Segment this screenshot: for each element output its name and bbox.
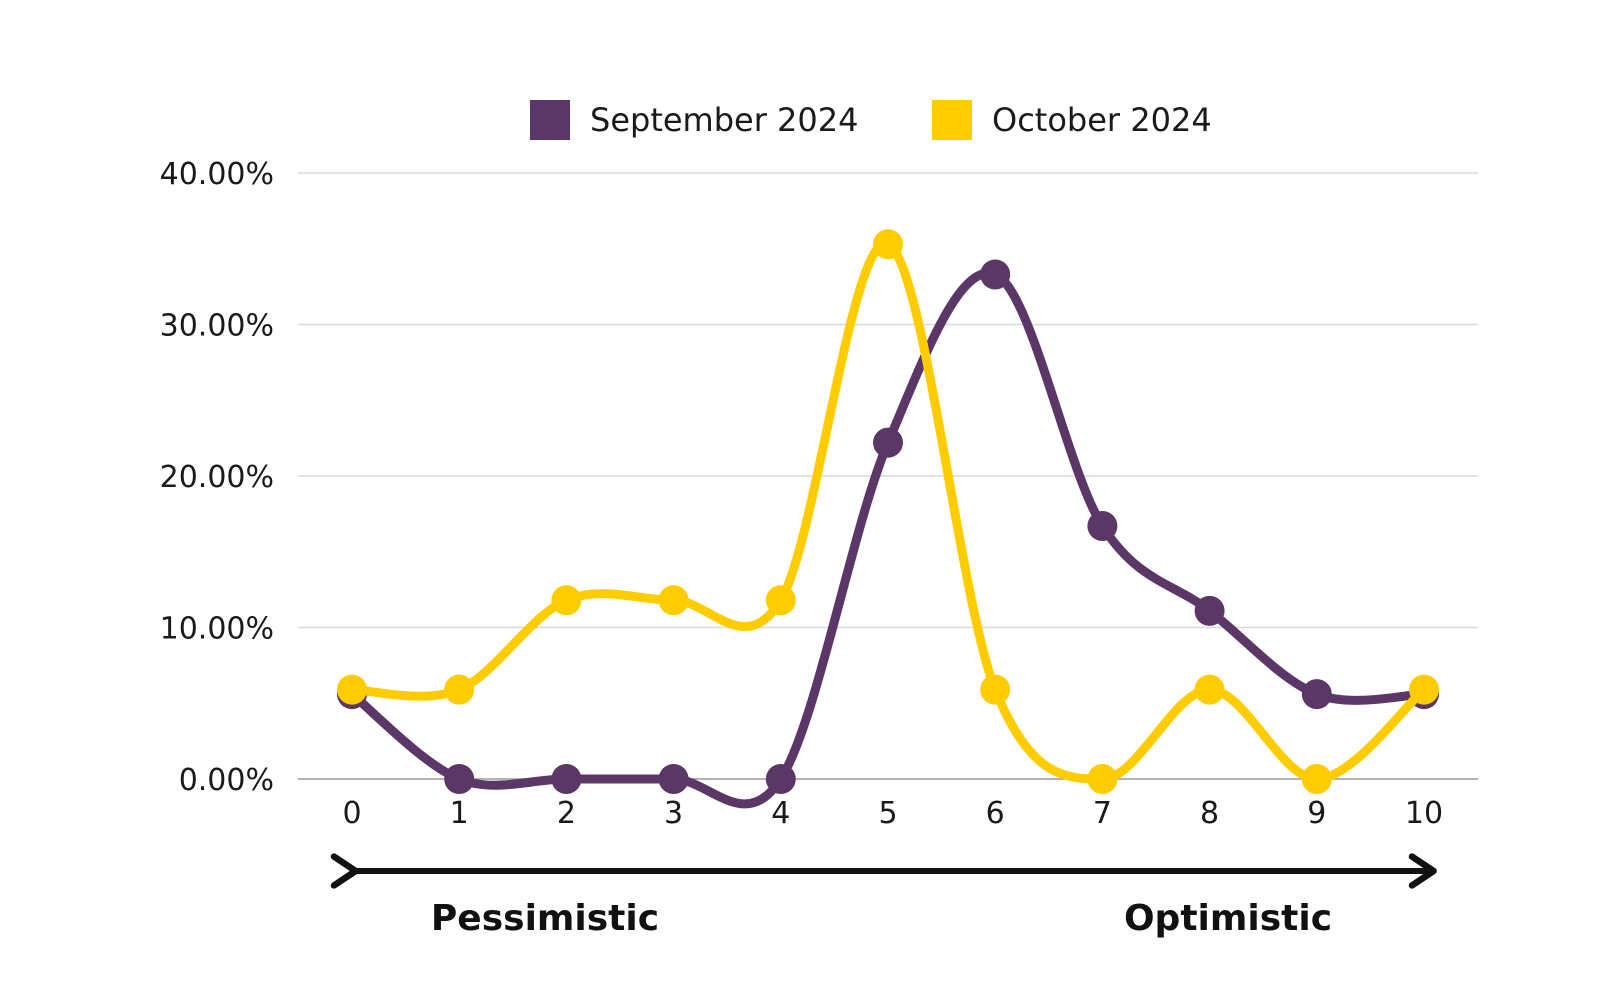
scale-right-label: Optimistic <box>1124 898 1332 939</box>
x-tick-label: 7 <box>1093 796 1112 831</box>
legend-item: September 2024 <box>530 100 858 140</box>
y-axis-ticks: 0.00% 10.00% 20.00% 30.00% 40.00% <box>160 157 274 798</box>
data-point <box>658 764 689 794</box>
series-line <box>347 268 1429 809</box>
data-point <box>1194 595 1225 626</box>
data-point <box>765 764 796 794</box>
x-tick-label: 8 <box>1200 796 1219 831</box>
data-point <box>980 674 1011 705</box>
y-tick-label: 30.00% <box>160 309 274 344</box>
data-point <box>444 674 475 705</box>
data-point <box>1301 764 1332 794</box>
data-point <box>337 674 367 705</box>
series-1 <box>337 229 1439 794</box>
data-point <box>551 585 582 616</box>
x-axis-ticks: 0 1 2 3 4 5 6 7 8 9 10 <box>342 796 1443 831</box>
data-point <box>551 764 582 794</box>
data-point <box>765 585 796 616</box>
y-tick-label: 0.00% <box>179 763 274 798</box>
x-tick-label: 10 <box>1405 796 1443 831</box>
data-point <box>1087 764 1118 794</box>
data-point <box>873 229 903 260</box>
legend-label: September 2024 <box>590 101 858 139</box>
x-tick-label: 2 <box>557 796 576 831</box>
x-tick-label: 5 <box>878 796 897 831</box>
x-tick-label: 9 <box>1307 796 1326 831</box>
gridlines <box>298 172 1478 780</box>
legend-swatch <box>530 100 570 140</box>
scale-left-label: Pessimistic <box>431 898 659 939</box>
legend-swatch <box>932 100 972 140</box>
data-point <box>1409 674 1439 705</box>
data-point <box>980 259 1011 290</box>
data-point <box>444 764 475 794</box>
legend-item: October 2024 <box>932 100 1212 140</box>
x-tick-label: 6 <box>986 796 1005 831</box>
series-layer <box>337 229 1439 809</box>
data-point <box>1087 510 1118 541</box>
y-tick-label: 10.00% <box>160 612 274 647</box>
data-point <box>1301 679 1332 710</box>
data-point <box>1194 674 1225 705</box>
x-tick-label: 3 <box>664 796 683 831</box>
sentiment-scale-arrow: Pessimistic Optimistic <box>330 853 1437 939</box>
series-0 <box>337 259 1439 809</box>
legend: September 2024 October 2024 <box>530 100 1212 140</box>
x-tick-label: 0 <box>342 796 361 831</box>
x-tick-label: 4 <box>771 796 790 831</box>
y-tick-label: 40.00% <box>160 157 274 192</box>
y-tick-label: 20.00% <box>160 460 274 495</box>
data-point <box>658 585 689 616</box>
legend-label: October 2024 <box>992 101 1212 139</box>
x-tick-label: 1 <box>450 796 469 831</box>
data-point <box>873 427 903 458</box>
